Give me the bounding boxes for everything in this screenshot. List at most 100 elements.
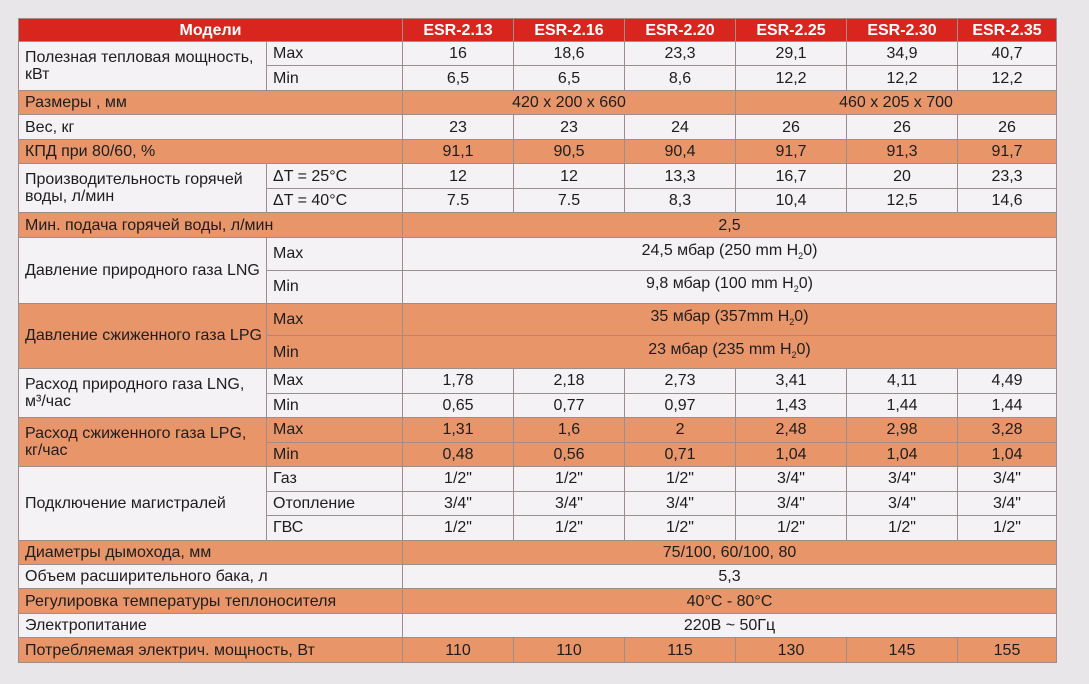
flue-row: Диаметры дымохода, мм 75/100, 60/100, 80	[17, 539, 1058, 566]
table-cell: 35 мбар (357mm H20)	[402, 302, 1058, 337]
table-cell: 34,9	[846, 40, 959, 67]
table-cell: 2,5	[402, 212, 1058, 238]
hot-water-label: Производительность горячей воды, л/мин	[18, 163, 267, 214]
table-cell: 91,7	[957, 138, 1058, 165]
table-cell: 90,4	[624, 138, 737, 165]
table-cell: 3/4"	[624, 490, 737, 517]
table-cell: 12	[402, 163, 515, 189]
dimensions-row: Размеры , мм 420 x 200 x 660 460 x 205 x…	[17, 89, 1058, 116]
table-cell: 3/4"	[957, 490, 1058, 517]
hot-water-t25-row: Производительность горячей воды, л/мин Δ…	[18, 163, 1058, 214]
dimensions-label: Размеры , мм	[17, 89, 404, 116]
lpg-consumption-label: Расход сжиженного газа LPG, кг/час	[18, 417, 267, 468]
table-cell: 26	[846, 114, 959, 140]
table-cell: 1,43	[735, 392, 848, 419]
table-cell: 8,3	[624, 187, 737, 214]
table-cell: 0,77	[513, 392, 626, 419]
table-cell: 3/4"	[957, 466, 1058, 492]
expansion-tank-row: Объем расширительного бака, л 5,3	[17, 563, 1058, 590]
table-cell: 1/2"	[957, 515, 1058, 541]
model-header: ESR-2.20	[624, 18, 737, 42]
efficiency-label: КПД при 80/60, %	[17, 138, 404, 165]
expansion-tank-label: Объем расширительного бака, л	[17, 563, 404, 590]
power-consumption-label: Потребляемая электрич. мощность, Вт	[17, 637, 404, 663]
heat-output-label: Полезная тепловая мощность, кВт	[18, 41, 267, 91]
gas-label: Газ	[265, 466, 404, 492]
power-supply-row: Электропитание 220В ~ 50Гц	[17, 612, 1058, 639]
table-cell: 16	[402, 40, 515, 67]
table-cell: 3,41	[735, 368, 848, 394]
power-supply-label: Электропитание	[17, 612, 404, 639]
header-row: Модели ESR-2.13 ESR-2.16 ESR-2.20 ESR-2.…	[17, 18, 1058, 42]
lpg-pressure-label: Давление сжиженного газа LPG	[18, 302, 267, 370]
table-cell: 4,49	[957, 368, 1058, 394]
efficiency-row: КПД при 80/60, % 91,1 90,5 90,4 91,7 91,…	[17, 138, 1058, 165]
min-hot-water-row: Мин. подача горячей воды, л/мин 2,5	[17, 212, 1058, 238]
table-cell: 1/2"	[846, 515, 959, 541]
table-cell: 1/2"	[513, 466, 626, 492]
table-cell: 2	[624, 417, 737, 443]
table-cell: 110	[513, 637, 626, 663]
table-cell: 1,04	[957, 441, 1058, 468]
table-cell: 420 x 200 x 660	[402, 89, 737, 116]
connections-gas-row: Подключение магистралей Газ 1/2" 1/2" 1/…	[18, 466, 1058, 541]
max-label: Max	[265, 417, 404, 443]
table-cell: 1/2"	[513, 515, 626, 541]
table-cell: 12,2	[846, 65, 959, 91]
table-cell: 24,5 мбар (250 mm H20)	[402, 236, 1058, 271]
temp-control-label: Регулировка температуры теплоносителя	[17, 588, 404, 614]
table-cell: 6,5	[513, 65, 626, 91]
max-label: Max	[265, 302, 404, 337]
min-label: Min	[265, 441, 404, 468]
table-cell: 3/4"	[846, 466, 959, 492]
table-cell: 3/4"	[402, 490, 515, 517]
table-cell: 1,44	[957, 392, 1058, 419]
delta-t-40-label: ΔT = 40°C	[265, 187, 404, 214]
table-cell: 10,4	[735, 187, 848, 214]
temp-control-row: Регулировка температуры теплоносителя 40…	[17, 588, 1058, 614]
lpg-pressure-max-row: Давление сжиженного газа LPG Max 35 мбар…	[18, 302, 1058, 370]
table-cell: 9,8 мбар (100 mm H20)	[402, 269, 1058, 304]
table-cell: 23,3	[624, 40, 737, 67]
table-cell: 115	[624, 637, 737, 663]
flue-label: Диаметры дымохода, мм	[17, 539, 404, 566]
table-cell: 6,5	[402, 65, 515, 91]
heat-output-min-row: Min 6,5 6,5 8,6 12,2 12,2 12,2	[19, 65, 1058, 91]
table-cell: 29,1	[735, 40, 848, 67]
table-cell: 23,3	[957, 163, 1058, 189]
lpg-pressure-min-row: Min 23 мбар (235 mm H20)	[19, 335, 1058, 370]
power-consumption-row: Потребляемая электрич. мощность, Вт 110 …	[17, 637, 1058, 663]
heat-output-max-row: Полезная тепловая мощность, кВт Max 16 1…	[18, 40, 1058, 91]
model-header: ESR-2.25	[735, 18, 848, 42]
connections-dhw-row: ГВС 1/2" 1/2" 1/2" 1/2" 1/2" 1/2"	[19, 515, 1058, 541]
table-cell: 13,3	[624, 163, 737, 189]
min-hot-water-label: Мин. подача горячей воды, л/мин	[17, 212, 404, 238]
weight-label: Вес, кг	[17, 114, 404, 140]
table-cell: 0,71	[624, 441, 737, 468]
dhw-label: ГВС	[265, 515, 404, 541]
table-cell: 3/4"	[513, 490, 626, 517]
table-cell: 12	[513, 163, 626, 189]
model-header: ESR-2.16	[513, 18, 626, 42]
model-header: ESR-2.35	[957, 18, 1058, 42]
table-cell: 0,65	[402, 392, 515, 419]
table-cell: 4,11	[846, 368, 959, 394]
table-cell: 91,1	[402, 138, 515, 165]
delta-t-25-label: ΔT = 25°C	[265, 163, 404, 189]
table-cell: 3/4"	[735, 490, 848, 517]
min-label: Min	[265, 392, 404, 419]
table-cell: 1,44	[846, 392, 959, 419]
table-cell: 2,73	[624, 368, 737, 394]
table-cell: 16,7	[735, 163, 848, 189]
weight-row: Вес, кг 23 23 24 26 26 26	[17, 114, 1058, 140]
min-label: Min	[265, 335, 404, 370]
table-cell: 23	[513, 114, 626, 140]
max-label: Max	[265, 236, 404, 271]
lng-pressure-max-row: Давление природного газа LNG Max 24,5 мб…	[18, 236, 1058, 304]
table-cell: 24	[624, 114, 737, 140]
table-cell: 155	[957, 637, 1058, 663]
table-cell: 1,78	[402, 368, 515, 394]
hot-water-t40-row: ΔT = 40°C 7.5 7.5 8,3 10,4 12,5 14,6	[19, 187, 1058, 214]
lng-consumption-max-row: Расход природного газа LNG, м³/час Max 1…	[18, 368, 1058, 419]
table-cell: 220В ~ 50Гц	[402, 612, 1058, 639]
